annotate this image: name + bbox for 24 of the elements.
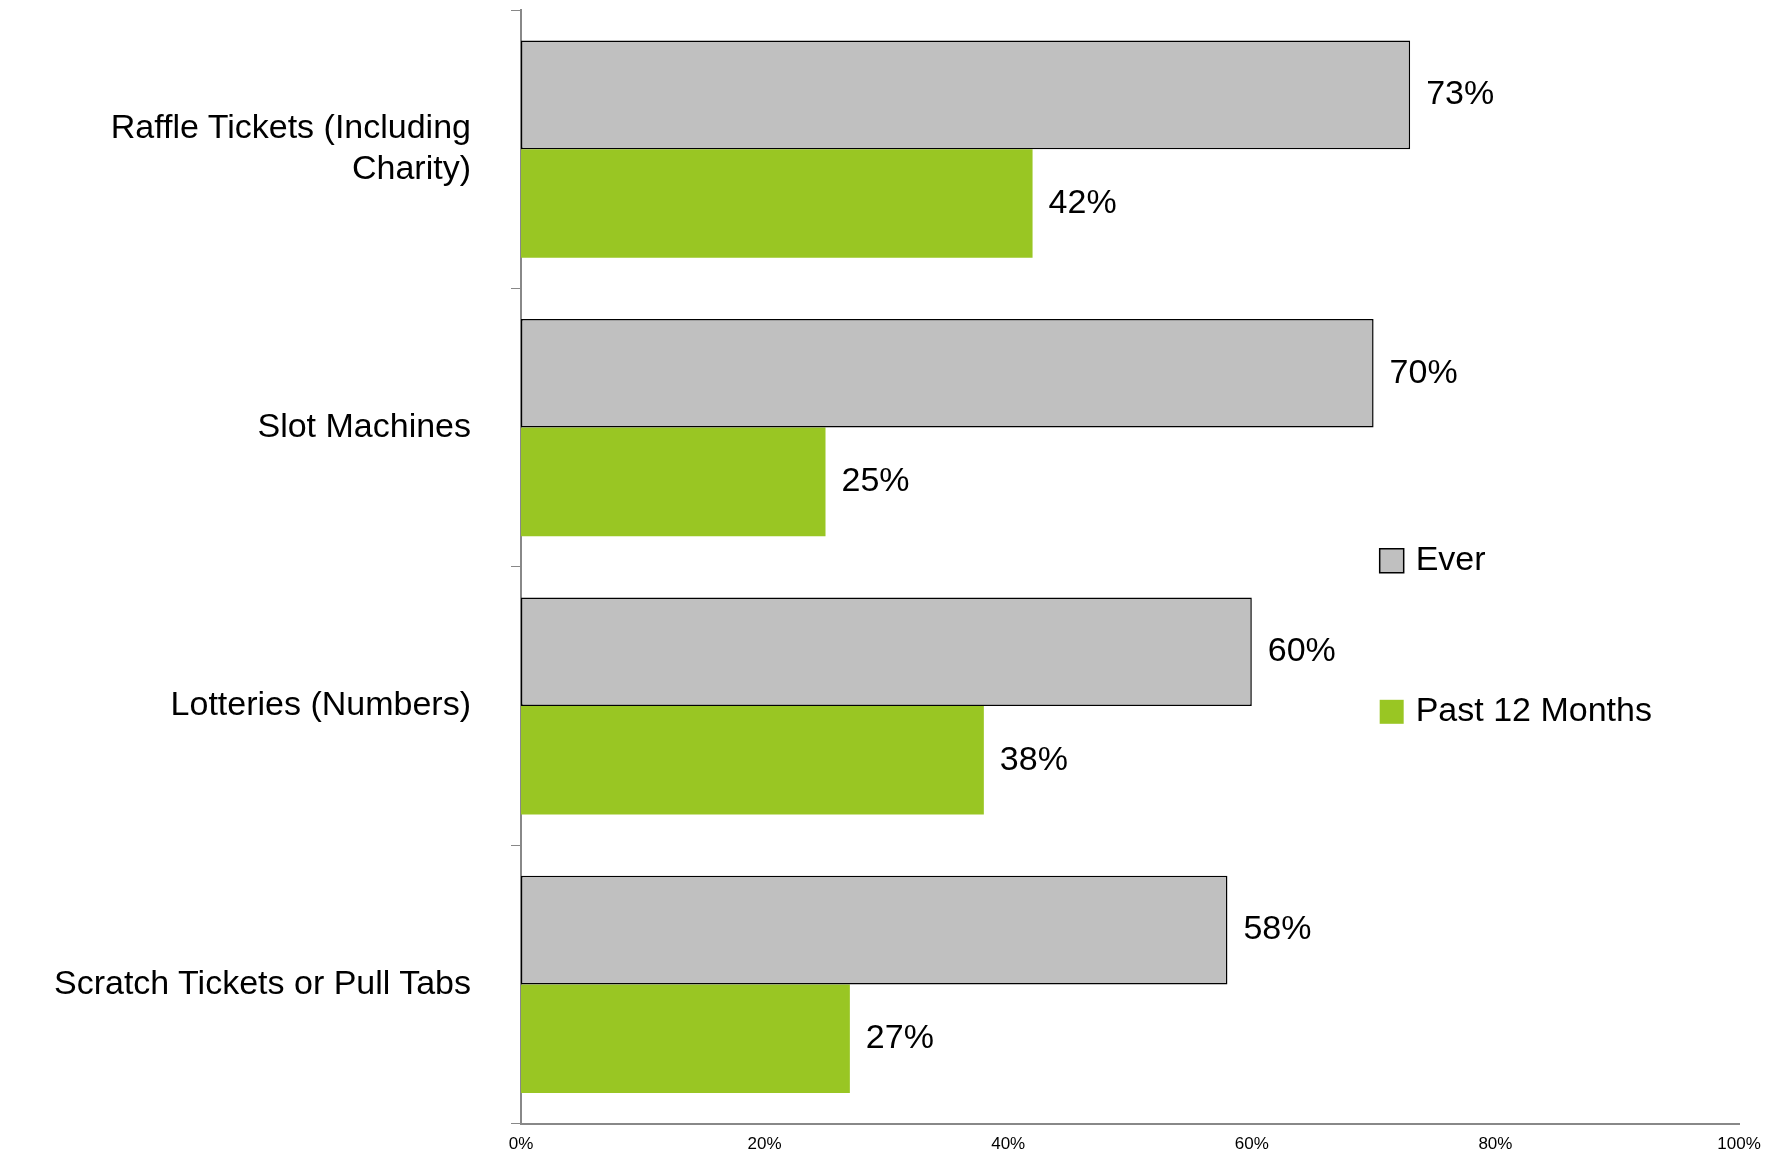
x-tick-label: 80% bbox=[1478, 1134, 1513, 1154]
x-tick-label: 40% bbox=[991, 1134, 1026, 1154]
legend-label: Past 12 Months bbox=[1415, 690, 1652, 729]
legend-label: Ever bbox=[1415, 539, 1486, 578]
data-label: 42% bbox=[1048, 181, 1117, 220]
y-tick-label: Slot Machines bbox=[257, 405, 471, 444]
bar bbox=[521, 984, 850, 1093]
data-label: 58% bbox=[1243, 908, 1312, 947]
data-label: 38% bbox=[999, 738, 1068, 777]
bar bbox=[521, 706, 984, 815]
data-label: 70% bbox=[1389, 351, 1458, 390]
data-label: 60% bbox=[1267, 630, 1336, 669]
data-label: 25% bbox=[841, 460, 910, 499]
data-label: 73% bbox=[1426, 73, 1495, 112]
x-tick-label: 20% bbox=[747, 1134, 782, 1154]
x-tick-label: 100% bbox=[1717, 1134, 1761, 1154]
bar bbox=[521, 427, 826, 537]
y-tick-label: Raffle Tickets (Including Charity) bbox=[110, 107, 471, 186]
y-tick-label: Scratch Tickets or Pull Tabs bbox=[54, 962, 471, 1001]
x-tick-label: 60% bbox=[1234, 1134, 1269, 1154]
bar bbox=[521, 149, 1033, 258]
data-label: 27% bbox=[865, 1017, 934, 1056]
y-tick-label: Lotteries (Numbers) bbox=[170, 684, 471, 723]
x-tick-label: 0% bbox=[508, 1134, 534, 1154]
